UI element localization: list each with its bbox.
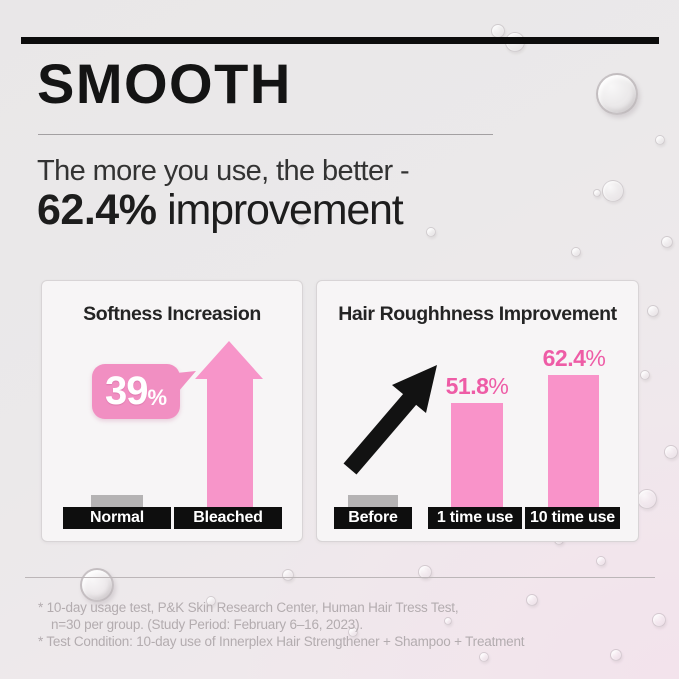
water-droplet-icon — [491, 24, 505, 38]
softness-chart-card: Softness Increasion 39% Normal Bleached — [41, 280, 303, 542]
label-before: Before — [334, 507, 412, 529]
bar-1-time-use — [451, 403, 503, 507]
value-number: 51.8 — [445, 373, 489, 399]
water-droplet-icon — [596, 73, 638, 115]
black-trend-arrow-icon — [343, 365, 437, 475]
improvement-percent: 62.4% — [37, 186, 157, 234]
softness-callout-badge: 39% — [92, 364, 196, 419]
before-baseline-bar — [348, 495, 398, 507]
water-droplet-icon — [526, 594, 538, 606]
percent-sign: % — [585, 345, 606, 371]
improvement-headline: 62.4% improvement — [37, 186, 404, 235]
subtitle-line: The more you use, the better - — [37, 155, 410, 187]
roughness-chart-title: Hair Roughhness Improvement — [338, 303, 617, 325]
bar-10-time-use — [548, 375, 599, 507]
water-droplet-icon — [479, 652, 489, 662]
improvement-word: improvement — [156, 186, 404, 234]
title-underline — [38, 134, 493, 135]
water-droplet-icon — [647, 305, 659, 317]
water-droplet-icon — [640, 370, 650, 380]
water-droplet-icon — [596, 556, 606, 566]
water-droplet-icon — [593, 189, 601, 197]
badge-percent-sign: % — [147, 384, 168, 410]
softness-chart-title: Softness Increasion — [83, 303, 261, 325]
water-droplet-icon — [661, 236, 673, 248]
value-10-time-use: 62.4% — [534, 345, 614, 372]
top-divider-bar — [21, 37, 659, 44]
badge-value: 39 — [104, 369, 148, 413]
normal-baseline-bar — [91, 495, 143, 507]
water-droplet-icon — [571, 247, 581, 257]
label-1-time-use: 1 time use — [428, 507, 522, 529]
water-droplet-icon — [652, 613, 666, 627]
value-number: 62.4 — [542, 345, 586, 371]
percent-sign: % — [488, 373, 509, 399]
label-bleached: Bleached — [174, 507, 282, 529]
pink-up-arrow-icon — [195, 341, 263, 507]
water-droplet-icon — [426, 227, 436, 237]
water-droplet-icon — [444, 617, 452, 625]
water-droplet-icon — [610, 649, 622, 661]
label-10-time-use: 10 time use — [525, 507, 620, 529]
label-normal: Normal — [63, 507, 171, 529]
footnote-line-2: n=30 per group. (Study Period: February … — [51, 617, 363, 632]
water-droplet-icon — [80, 568, 114, 602]
water-droplet-icon — [282, 569, 294, 581]
badge-tail-pointer — [174, 371, 196, 397]
footnote-line-1: * 10-day usage test, P&K Skin Research C… — [38, 600, 459, 615]
water-droplet-icon — [602, 180, 624, 202]
footnote-line-3: * Test Condition: 10-day use of Innerple… — [38, 634, 525, 649]
footer-divider — [25, 577, 655, 578]
water-droplet-icon — [664, 445, 678, 459]
value-1-time-use: 51.8% — [437, 373, 517, 400]
water-droplet-icon — [655, 135, 665, 145]
roughness-chart-card: Hair Roughhness Improvement 51.8% 62.4% … — [316, 280, 639, 542]
water-droplet-icon — [637, 489, 657, 509]
page-title: SMOOTH — [37, 52, 292, 115]
